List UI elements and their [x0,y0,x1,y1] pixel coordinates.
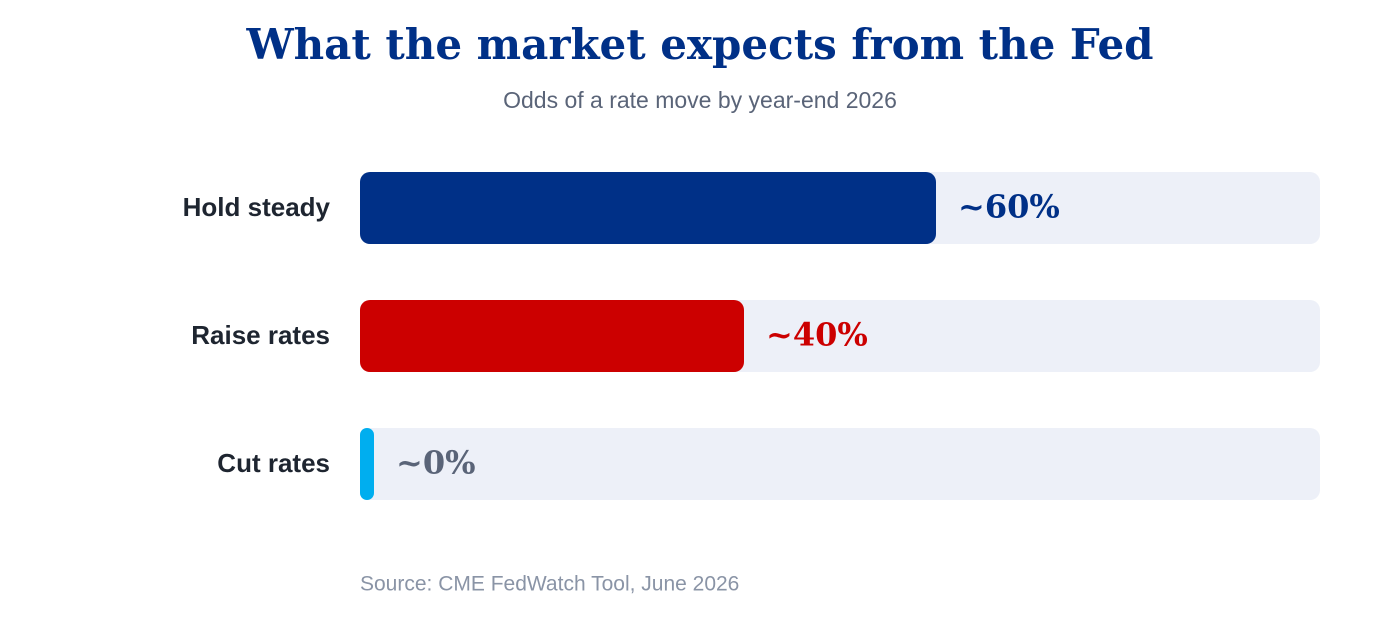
source-note: Source: CME FedWatch Tool, June 2026 [360,573,739,596]
bar [360,300,744,372]
category-label: Cut rates [217,448,330,478]
category-label: Hold steady [183,192,331,222]
bar [360,428,374,500]
category-label: Raise rates [191,320,330,350]
value-label: ~60% [958,188,1060,226]
value-label: ~40% [766,316,868,354]
chart-title: What the market expects from the Fed [245,20,1153,69]
bar [360,172,936,244]
bar-track [360,428,1320,500]
value-label: ~0% [396,444,475,482]
chart-subtitle: Odds of a rate move by year-end 2026 [503,87,897,113]
